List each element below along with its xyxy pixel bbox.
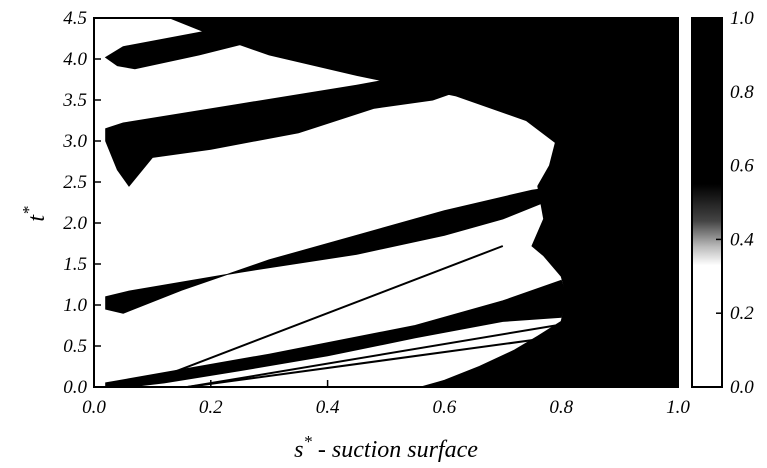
region-spot-1.0 xyxy=(105,185,563,314)
colorbar-tick-label: 0.0 xyxy=(730,377,754,398)
x-tick-label: 0.6 xyxy=(433,397,457,418)
lower-trajectory-line-2 xyxy=(187,336,550,387)
y-tick-label: 1.5 xyxy=(63,254,87,275)
intermittency-regions xyxy=(104,18,678,387)
y-axis: 0.0 0.5 1.0 1.5 2.0 2.5 3.0 3.5 4.0 4.5 xyxy=(62,8,678,398)
upper-trajectory-line xyxy=(134,245,504,387)
y-axis-title: t* xyxy=(19,206,50,222)
y-tick-label: 0.5 xyxy=(63,336,87,357)
y-tick-label: 3.5 xyxy=(62,90,87,111)
x-axis: 0.0 0.2 0.4 0.6 0.8 1.0 xyxy=(82,18,690,418)
y-tick-label: 4.0 xyxy=(63,49,87,70)
y-axis-title-sup: * xyxy=(19,206,38,215)
lower-trajectory-line xyxy=(187,324,556,387)
x-tick-label: 0.8 xyxy=(549,397,573,418)
colorbar-axis: 0.0 0.2 0.4 0.6 0.8 1.0 xyxy=(716,8,754,398)
y-tick-label: 4.5 xyxy=(63,8,87,29)
x-tick-label: 0.2 xyxy=(199,397,223,418)
x-axis-title-var: s xyxy=(294,437,303,463)
colorbar-tick-label: 1.0 xyxy=(730,8,754,29)
trajectory-lines xyxy=(134,245,556,387)
colorbar xyxy=(691,17,723,388)
region-spot-4.0 xyxy=(104,18,357,70)
x-tick-label: 0.4 xyxy=(316,397,340,418)
colorbar-tick-label: 0.2 xyxy=(730,303,754,324)
colorbar-tick-label: 0.8 xyxy=(730,82,754,103)
x-tick-label: 1.0 xyxy=(666,397,690,418)
x-axis-title-sup: * xyxy=(303,432,312,451)
x-axis-title: s* - suction surface xyxy=(294,432,478,463)
y-tick-label: 3.0 xyxy=(62,131,87,152)
x-tick-label: 0.0 xyxy=(82,397,106,418)
y-tick-label: 2.0 xyxy=(63,213,87,234)
colorbar-tick-label: 0.6 xyxy=(730,156,754,177)
x-axis-title-rest: - suction surface xyxy=(318,437,478,463)
plot-frame xyxy=(93,17,679,388)
region-spot-3.0 xyxy=(105,33,563,187)
y-tick-label: 1.0 xyxy=(63,295,87,316)
y-axis-title-var: t xyxy=(24,214,50,222)
y-tick-label: 2.5 xyxy=(63,172,87,193)
y-tick-label: 0.0 xyxy=(63,377,87,398)
colorbar-tick-label: 0.4 xyxy=(730,229,754,250)
